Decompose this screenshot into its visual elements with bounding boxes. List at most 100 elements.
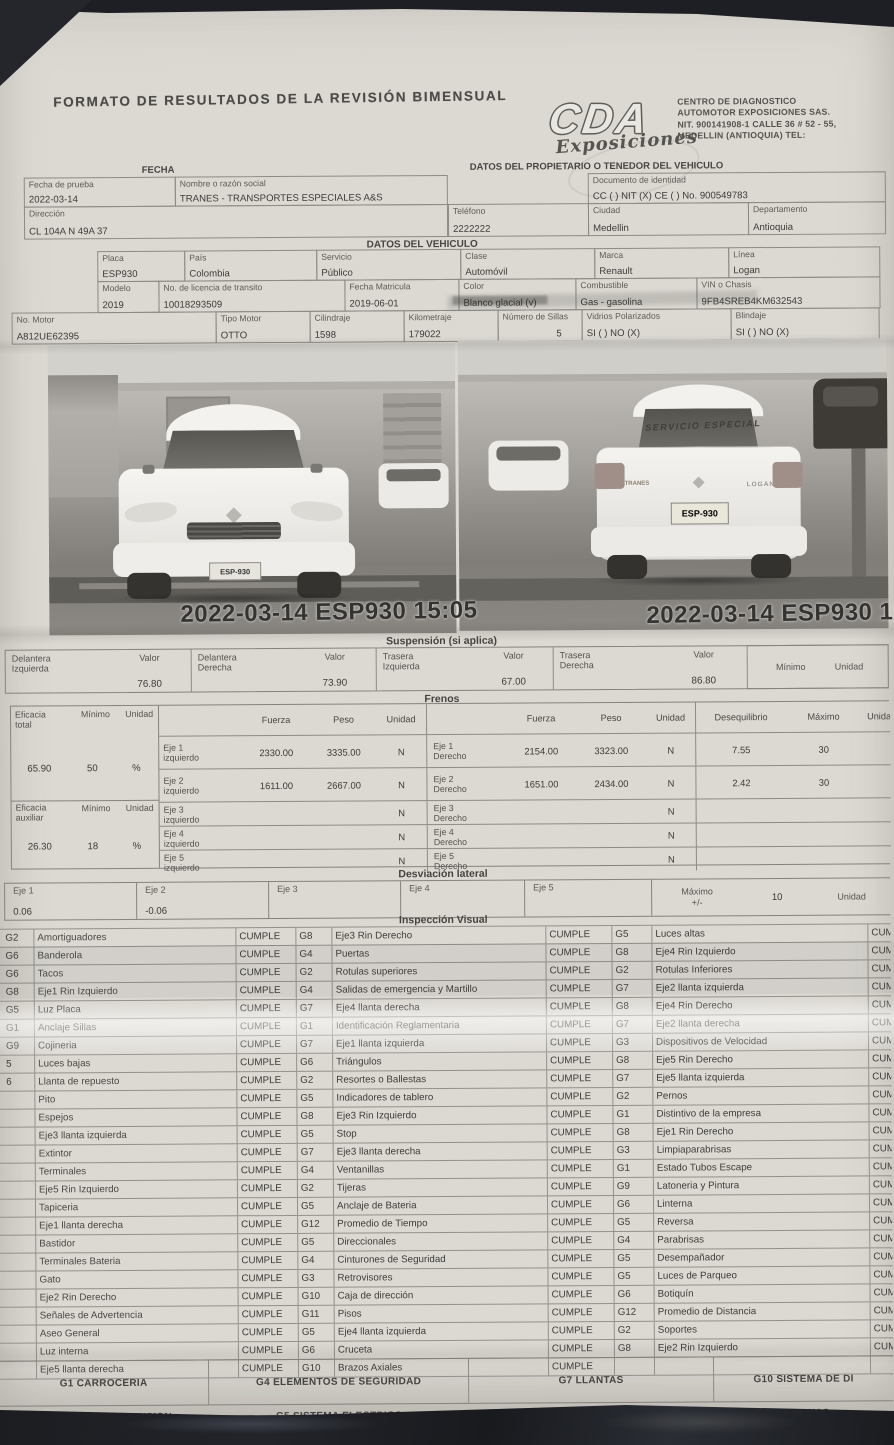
car-shadow — [589, 573, 810, 588]
item-code: G6 — [0, 965, 35, 983]
car-bumper — [590, 525, 808, 558]
item-status: CUMPLE — [546, 1015, 613, 1034]
item-status-clipped: CUMPLE — [872, 1089, 892, 1101]
vehiculo-field: No. de licencia de transito 10018293509 — [158, 279, 346, 313]
item-name: Amortiguadores — [34, 928, 237, 947]
item-status: CUMPLE — [546, 1033, 614, 1052]
item-status-clipped: CUMPLE — [872, 1053, 892, 1065]
item-name: Pernos — [653, 1086, 870, 1105]
white-car-rear: SERVICIO ESPECIAL TRANES LOGAN ESP-930 — [588, 384, 810, 597]
item-name: Cojineria — [34, 1036, 238, 1055]
item-status: CUMPLE — [547, 1141, 614, 1160]
car-lift-post — [851, 448, 867, 577]
item-code: G8 — [613, 1123, 654, 1141]
valor-label: Valor — [324, 651, 345, 662]
razon-social-cell: Nombre o razón social TRANES - TRANSPORT… — [174, 174, 448, 207]
desk-glare — [120, 1414, 380, 1434]
item-status: CUMPLE — [547, 1087, 614, 1106]
item-name: Identificación Reglamentaria — [332, 1016, 547, 1035]
item-code: G2 — [296, 963, 333, 981]
item-name: Salidas de emergencia y Martillo — [332, 980, 547, 999]
item-status: CUMPLE — [237, 1125, 298, 1144]
car-grille — [186, 522, 281, 540]
item-status: CUMPLE — [236, 945, 297, 964]
item-name: Rotulas Inferiores — [652, 960, 869, 979]
item-code: G2 — [614, 1321, 655, 1339]
item-name: Pito — [35, 1090, 238, 1109]
item-name: Puertas — [332, 944, 547, 963]
item-code: G6 — [298, 1341, 335, 1359]
item-status: CUMPLE — [237, 1107, 298, 1126]
item-status-clipped: CUMPLE — [873, 1323, 893, 1335]
item-code — [0, 1343, 37, 1361]
item-code: G8 — [297, 1107, 334, 1125]
photo-rear-view: SERVICIO ESPECIAL TRANES LOGAN ESP-930 — [457, 338, 889, 631]
item-code: G10 — [298, 1287, 335, 1305]
item-status: CUMPLE — [548, 1303, 615, 1322]
item-code: G6 — [297, 1053, 334, 1071]
item-code — [0, 1145, 36, 1163]
item-name: Dispositivos de Velocidad — [652, 1032, 870, 1051]
item-name: Parabrisas — [654, 1230, 871, 1249]
item-status: CUMPLE — [546, 943, 613, 962]
frenos-row: Eje 2 izquierdo 1611.00 2667.00 N Eje 2 … — [159, 764, 891, 802]
item-name: Triángulos — [333, 1052, 548, 1071]
eficacia-total-values: 65.90 50 % — [27, 762, 141, 775]
item-code: G8 — [612, 997, 653, 1015]
item-code: G5 — [298, 1233, 335, 1251]
valor-value: 73.90 — [322, 677, 348, 689]
departamento-cell: Departamento Antioquia — [747, 201, 887, 236]
item-name: Promedio de Distancia — [654, 1302, 871, 1321]
item-status: CUMPLE — [547, 1051, 614, 1070]
item-code: G2 — [297, 1071, 334, 1089]
item-status: CUMPLE — [546, 961, 613, 980]
item-status-clipped: CUMPLE — [872, 1197, 893, 1209]
item-code: G11 — [298, 1305, 335, 1323]
tail-light-left — [594, 462, 625, 490]
item-code: G7 — [296, 1035, 334, 1053]
photo-timestamp-left: 2022-03-14 ESP930 15:05 — [180, 596, 478, 628]
vehiculo-field: Blindaje SI ( ) NO (X) — [730, 307, 880, 341]
item-code: G9 — [0, 1037, 36, 1055]
item-status-clipped: CUMPLE — [873, 1233, 893, 1245]
item-name: Eje1 llanta derecha — [36, 1216, 239, 1235]
item-status: CUMPLE — [236, 927, 297, 946]
frenos-grid: Fuerza Peso Unidad Fuerza Peso Unidad De… — [159, 701, 891, 874]
item-status: CUMPLE — [548, 1339, 615, 1358]
cda-address-line: MEDELLIN (ANTIOQUIA) TEL: — [677, 129, 806, 141]
item-code: G4 — [298, 1251, 335, 1269]
item-status-clipped: CUMPLE — [871, 927, 891, 939]
item-status: CUMPLE — [238, 1341, 299, 1360]
valor-label: Valor — [139, 652, 160, 663]
vehiculo-field: Clase Automóvil — [460, 248, 596, 280]
item-name: Espejos — [35, 1108, 238, 1127]
item-name: Eje1 llanta izquierda — [332, 1034, 548, 1053]
item-status: CUMPLE — [238, 1323, 299, 1342]
item-status-clipped: CUMPLE — [873, 1341, 893, 1353]
desviacion-maximo-block: Máximo +/- 10 Unidad — [681, 886, 866, 908]
paper-sheet: FORMATO DE RESULTADOS DE LA REVISIÓN BIM… — [0, 3, 894, 1423]
item-name: Eje3 llanta izquierda — [35, 1126, 238, 1145]
item-name: Stop — [333, 1124, 548, 1143]
item-name: Eje4 Rin Derecho — [652, 996, 869, 1015]
item-code: G6 — [0, 947, 35, 965]
logan-badge-text: LOGAN — [746, 480, 776, 489]
item-code — [0, 1325, 37, 1343]
item-code: G3 — [613, 1141, 654, 1159]
item-name: Señales de Advertencia — [36, 1306, 239, 1325]
item-status: CUMPLE — [547, 1159, 614, 1178]
item-name: Eje1 Rin Derecho — [653, 1122, 870, 1141]
item-code: G9 — [613, 1177, 654, 1195]
suspension-group: Delantera Derecha Valor 73.90 — [191, 648, 377, 692]
item-name: Gato — [36, 1270, 239, 1289]
item-code: G2 — [0, 929, 35, 947]
item-name: Tacos — [34, 964, 237, 983]
item-status-clipped: CUMPLE — [872, 1179, 892, 1191]
item-name: Ventanillas — [333, 1160, 548, 1179]
item-code: G8 — [296, 927, 333, 945]
desviacion-eje-cell: Eje 3 — [269, 881, 402, 919]
item-name: Botiquín — [654, 1284, 871, 1303]
item-code: G2 — [613, 1087, 654, 1105]
suspension-minimo-block: Mínimo Unidad — [746, 644, 889, 690]
item-code: G5 — [612, 925, 653, 943]
